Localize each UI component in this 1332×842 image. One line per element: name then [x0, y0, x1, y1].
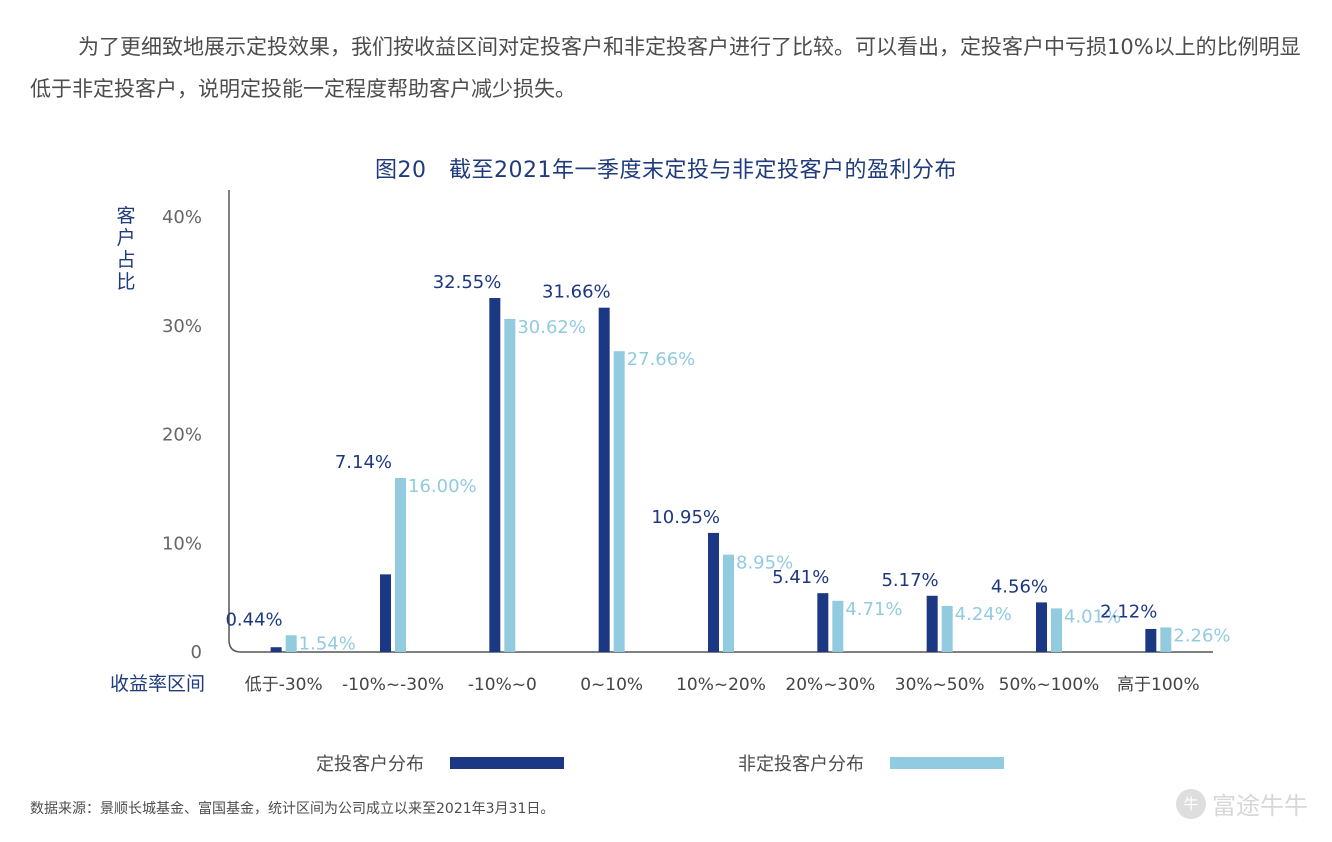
bar-dingtou — [1145, 628, 1157, 652]
bar-feidingtou — [723, 554, 734, 652]
futu-logo-icon: 牛 — [1176, 788, 1206, 819]
bar-feidingtou — [1051, 608, 1062, 652]
y-tick-label: 40% — [162, 207, 202, 228]
x-tick-label: 0~10% — [580, 675, 643, 695]
data-label-feidingtou: 30.62% — [517, 317, 586, 338]
data-label-feidingtou: 16.00% — [408, 476, 477, 497]
data-label-dingtou: 7.14% — [335, 452, 392, 473]
bar-dingtou — [489, 298, 501, 652]
bar-feidingtou — [1160, 627, 1172, 652]
x-tick-label: 20%~30% — [785, 675, 875, 695]
legend-label-dingtou: 定投客户分布 — [316, 754, 424, 775]
x-tick-label: 高于100% — [1117, 675, 1200, 695]
axis-line — [228, 190, 1213, 653]
bar-feidingtou — [832, 600, 844, 652]
x-tick-label: 10%~20% — [676, 675, 766, 695]
y-axis-label: 客户占比 — [116, 205, 135, 293]
y-tick-label: 20% — [162, 425, 202, 446]
bar-feidingtou — [613, 351, 625, 652]
y-tick-label: 10% — [162, 533, 202, 554]
bar-dingtou — [598, 307, 610, 652]
x-tick-label: -10%~0 — [468, 675, 537, 695]
bar-dingtou — [270, 647, 282, 652]
legend-swatch-feidingtou — [890, 757, 1004, 769]
data-label-dingtou: 0.44% — [225, 609, 282, 630]
x-tick-label: -10%~-30% — [342, 675, 444, 695]
intro-paragraph: 为了更细致地展示定投效果，我们按收益区间对定投客户和非定投客户进行了比较。可以看… — [30, 35, 1301, 101]
data-label-feidingtou: 8.95% — [736, 553, 793, 574]
bar-dingtou — [926, 595, 938, 652]
legend-item-feidingtou: 非定投客户分布 — [738, 750, 1004, 776]
source-note: 数据来源：景顺长城基金、富国基金，统计区间为公司成立以来至2021年3月31日。 — [30, 801, 555, 817]
legend-swatch-dingtou — [450, 757, 564, 769]
data-label-dingtou: 31.66% — [542, 282, 611, 303]
data-label-feidingtou: 1.54% — [299, 633, 356, 654]
bar-feidingtou — [395, 478, 406, 652]
bar-feidingtou — [941, 605, 953, 652]
x-tick-label: 低于-30% — [245, 675, 323, 695]
bar-dingtou — [708, 532, 719, 652]
legend-label-feidingtou: 非定投客户分布 — [738, 754, 864, 775]
x-tick-label: 30%~50% — [895, 675, 985, 695]
watermark-text: 富途牛牛 — [1212, 792, 1308, 820]
data-label-dingtou: 5.17% — [881, 570, 938, 591]
data-label-dingtou: 2.12% — [1100, 601, 1157, 622]
data-label-feidingtou: 4.71% — [845, 599, 902, 620]
watermark: 牛 富途牛牛 — [1176, 786, 1308, 821]
data-label-feidingtou: 2.26% — [1173, 625, 1230, 646]
data-label-dingtou: 4.56% — [991, 576, 1048, 597]
bar-dingtou — [1036, 602, 1047, 652]
y-tick-label: 30% — [162, 316, 202, 337]
data-label-feidingtou: 4.01% — [1064, 606, 1121, 627]
bar-dingtou — [380, 574, 391, 652]
bar-feidingtou — [504, 319, 516, 652]
data-label-dingtou: 32.55% — [433, 272, 502, 293]
data-label-feidingtou: 27.66% — [627, 349, 696, 370]
x-axis-label: 收益率区间 — [110, 673, 205, 695]
bar-feidingtou — [285, 635, 297, 652]
x-tick-label: 50%~100% — [999, 675, 1100, 695]
legend-item-dingtou: 定投客户分布 — [316, 750, 564, 776]
bar-dingtou — [817, 593, 829, 652]
data-label-dingtou: 5.41% — [772, 567, 829, 588]
y-tick-label: 0 — [191, 642, 202, 663]
data-label-dingtou: 10.95% — [651, 507, 720, 528]
data-label-feidingtou: 4.24% — [955, 604, 1012, 625]
chart-title: 图20 截至2021年一季度末定投与非定投客户的盈利分布 — [375, 158, 957, 183]
